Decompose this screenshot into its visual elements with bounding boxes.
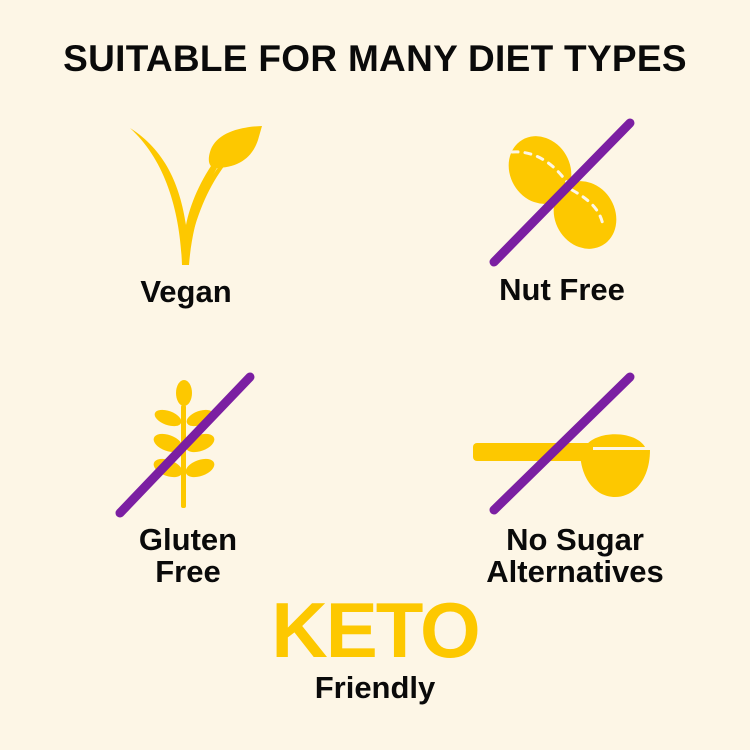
nut-free-label: Nut Free [499,272,625,307]
sugar-slash [489,372,635,515]
no-sugar-label-line1: No Sugar [506,522,644,557]
gluten-free-label-line2: Free [155,554,221,589]
vegan-v-leaf-icon [130,126,262,265]
keto-headline: KETO [271,586,480,674]
keto-subline: Friendly [314,670,436,705]
gluten-free-label-line1: Gluten [138,522,238,557]
page-title: SUITABLE FOR MANY DIET TYPES [63,38,687,79]
gluten-slash [115,372,255,518]
vegan-label: Vegan [140,274,232,309]
nut-icon [508,136,617,249]
nut-slash [489,118,635,267]
no-sugar-label-line2: Alternatives [486,554,664,589]
